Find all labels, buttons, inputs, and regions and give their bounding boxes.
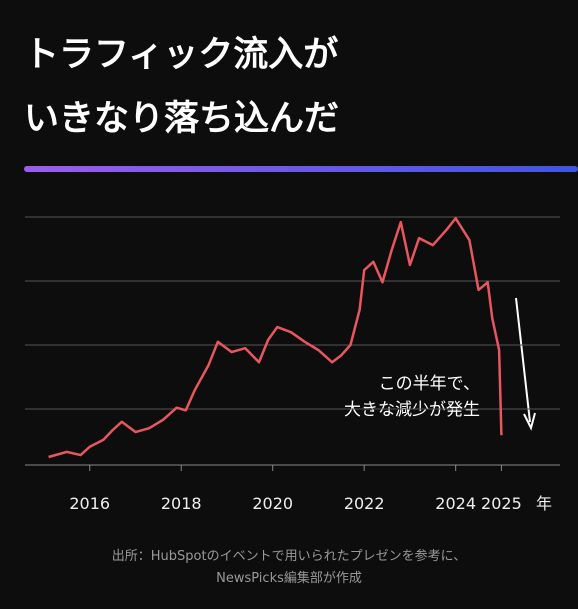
accent-bar [24, 166, 578, 172]
x-tick-label: 2018 [161, 494, 202, 513]
title-line: いきなり落ち込んだ [24, 99, 339, 139]
annotation: この半年で、 [379, 374, 480, 394]
source: NewsPicks編集部が作成 [216, 570, 362, 586]
annotation: 大きな減少が発生 [344, 400, 480, 420]
source: 出所：HubSpotのイベントで用いられたプレゼンを参考に、 [112, 548, 466, 564]
arrow [515, 297, 531, 423]
x-tick-label: 2020 [252, 494, 293, 513]
title-line: トラフィック流入が [24, 35, 338, 75]
x-tick-label: 2022 [344, 494, 385, 513]
data-line [48, 217, 503, 459]
x-tick-label: 2024 [435, 494, 476, 513]
x-tick-label: 2016 [69, 494, 110, 513]
arrow-head [523, 412, 536, 431]
x-tick-label: 2025 [481, 494, 522, 513]
x-unit: 年 [536, 494, 552, 513]
